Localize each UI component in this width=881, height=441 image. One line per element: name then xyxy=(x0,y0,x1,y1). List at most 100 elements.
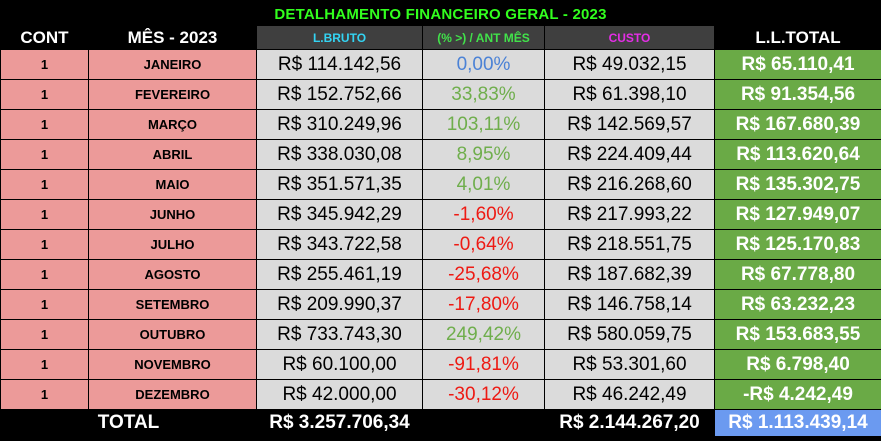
cell-bruto[interactable]: R$ 209.990,37 xyxy=(256,289,423,320)
header-ll-total[interactable]: L.L.TOTAL xyxy=(714,25,881,50)
cell-month[interactable]: FEVEREIRO xyxy=(88,79,257,110)
header-row: CONT MÊS - 2023 L.BRUTO (% >) / ANT MÊS … xyxy=(0,25,881,50)
header-cont[interactable]: CONT xyxy=(0,25,89,50)
total-bruto[interactable]: R$ 3.257.706,34 xyxy=(256,409,423,437)
cell-cont[interactable]: 1 xyxy=(0,49,89,80)
cell-bruto[interactable]: R$ 114.142,56 xyxy=(256,49,423,80)
cell-pct[interactable]: 0,00% xyxy=(422,49,545,80)
cell-custo[interactable]: R$ 218.551,75 xyxy=(544,229,715,260)
cell-pct[interactable]: -0,64% xyxy=(422,229,545,260)
table-row: 1 ABRIL R$ 338.030,08 8,95% R$ 224.409,44 R$ … xyxy=(0,139,881,170)
cell-month[interactable]: MAIO xyxy=(88,169,257,200)
cell-custo[interactable]: R$ 49.032,15 xyxy=(544,49,715,80)
cell-ll-total[interactable]: -R$ 4.242,49 xyxy=(714,379,881,410)
cell-custo[interactable]: R$ 217.993,22 xyxy=(544,199,715,230)
financial-table: CONT MÊS - 2023 L.BRUTO (% >) / ANT MÊS … xyxy=(0,25,881,437)
cell-month[interactable]: MARÇO xyxy=(88,109,257,140)
cell-custo[interactable]: R$ 224.409,44 xyxy=(544,139,715,170)
table-row: 1 JANEIRO R$ 114.142,56 0,00% R$ 49.032,15 R$… xyxy=(0,49,881,80)
cell-pct[interactable]: -17,80% xyxy=(422,289,545,320)
cell-cont[interactable]: 1 xyxy=(0,289,89,320)
cell-pct[interactable]: -30,12% xyxy=(422,379,545,410)
cell-cont[interactable]: 1 xyxy=(0,319,89,350)
table-row: 1 FEVEREIRO R$ 152.752,66 33,83% R$ 61.398,1… xyxy=(0,79,881,110)
cell-custo[interactable]: R$ 46.242,49 xyxy=(544,379,715,410)
header-custo[interactable]: CUSTO xyxy=(544,25,715,50)
cell-month[interactable]: OUTUBRO xyxy=(88,319,257,350)
cell-ll-total[interactable]: R$ 153.683,55 xyxy=(714,319,881,350)
cell-custo[interactable]: R$ 142.569,57 xyxy=(544,109,715,140)
cell-ll-total[interactable]: R$ 6.798,40 xyxy=(714,349,881,380)
table-row: 1 MARÇO R$ 310.249,96 103,11% R$ 142.569,57 R… xyxy=(0,109,881,140)
table-row: 1 SETEMBRO R$ 209.990,37 -17,80% R$ 146.758,… xyxy=(0,289,881,320)
cell-bruto[interactable]: R$ 345.942,29 xyxy=(256,199,423,230)
sheet-title: DETALHAMENTO FINANCEIRO GERAL - 2023 xyxy=(274,5,607,23)
cell-month[interactable]: NOVEMBRO xyxy=(88,349,257,380)
cell-cont[interactable]: 1 xyxy=(0,109,89,140)
cell-bruto[interactable]: R$ 152.752,66 xyxy=(256,79,423,110)
cell-bruto[interactable]: R$ 733.743,30 xyxy=(256,319,423,350)
cell-ll-total[interactable]: R$ 113.620,64 xyxy=(714,139,881,170)
cell-month[interactable]: SETEMBRO xyxy=(88,289,257,320)
cell-pct[interactable]: -25,68% xyxy=(422,259,545,290)
cell-ll-total[interactable]: R$ 127.949,07 xyxy=(714,199,881,230)
cell-custo[interactable]: R$ 580.059,75 xyxy=(544,319,715,350)
cell-pct[interactable]: 8,95% xyxy=(422,139,545,170)
cell-pct[interactable]: -1,60% xyxy=(422,199,545,230)
header-pct[interactable]: (% >) / ANT MÊS xyxy=(422,25,545,50)
cell-bruto[interactable]: R$ 42.000,00 xyxy=(256,379,423,410)
cell-cont[interactable]: 1 xyxy=(0,79,89,110)
cell-month[interactable]: DEZEMBRO xyxy=(88,379,257,410)
table-row: 1 MAIO R$ 351.571,35 4,01% R$ 216.268,60 R$ 1… xyxy=(0,169,881,200)
cell-bruto[interactable]: R$ 255.461,19 xyxy=(256,259,423,290)
cell-ll-total[interactable]: R$ 125.170,83 xyxy=(714,229,881,260)
cell-bruto[interactable]: R$ 338.030,08 xyxy=(256,139,423,170)
cell-bruto[interactable]: R$ 310.249,96 xyxy=(256,109,423,140)
cell-month[interactable]: AGOSTO xyxy=(88,259,257,290)
total-label[interactable]: TOTAL xyxy=(0,409,257,437)
cell-ll-total[interactable]: R$ 135.302,75 xyxy=(714,169,881,200)
cell-month[interactable]: JUNHO xyxy=(88,199,257,230)
cell-custo[interactable]: R$ 53.301,60 xyxy=(544,349,715,380)
cell-ll-total[interactable]: R$ 167.680,39 xyxy=(714,109,881,140)
title-row: DETALHAMENTO FINANCEIRO GERAL - 2023 xyxy=(0,4,881,24)
cell-cont[interactable]: 1 xyxy=(0,229,89,260)
cell-ll-total[interactable]: R$ 67.778,80 xyxy=(714,259,881,290)
cell-ll-total[interactable]: R$ 65.110,41 xyxy=(714,49,881,80)
cell-pct[interactable]: 4,01% xyxy=(422,169,545,200)
cell-cont[interactable]: 1 xyxy=(0,379,89,410)
total-row: TOTAL R$ 3.257.706,34 R$ 2.144.267,20 R$ 1.… xyxy=(0,409,881,437)
cell-ll-total[interactable]: R$ 91.354,56 xyxy=(714,79,881,110)
header-mes[interactable]: MÊS - 2023 xyxy=(88,25,257,50)
cell-cont[interactable]: 1 xyxy=(0,169,89,200)
cell-bruto[interactable]: R$ 351.571,35 xyxy=(256,169,423,200)
table-row: 1 NOVEMBRO R$ 60.100,00 -91,81% R$ 53.301,60… xyxy=(0,349,881,380)
cell-cont[interactable]: 1 xyxy=(0,349,89,380)
table-row: 1 JULHO R$ 343.722,58 -0,64% R$ 218.551,75 R$… xyxy=(0,229,881,260)
cell-bruto[interactable]: R$ 60.100,00 xyxy=(256,349,423,380)
total-empty xyxy=(422,409,545,437)
cell-custo[interactable]: R$ 187.682,39 xyxy=(544,259,715,290)
cell-cont[interactable]: 1 xyxy=(0,259,89,290)
table-row: 1 AGOSTO R$ 255.461,19 -25,68% R$ 187.682,39… xyxy=(0,259,881,290)
total-ll[interactable]: R$ 1.113.439,14 xyxy=(714,409,881,437)
cell-cont[interactable]: 1 xyxy=(0,139,89,170)
cell-cont[interactable]: 1 xyxy=(0,199,89,230)
header-bruto[interactable]: L.BRUTO xyxy=(256,25,423,50)
cell-month[interactable]: JULHO xyxy=(88,229,257,260)
cell-pct[interactable]: 103,11% xyxy=(422,109,545,140)
cell-month[interactable]: JANEIRO xyxy=(88,49,257,80)
cell-pct[interactable]: 249,42% xyxy=(422,319,545,350)
table-row: 1 DEZEMBRO R$ 42.000,00 -30,12% R$ 46.242,49… xyxy=(0,379,881,410)
cell-custo[interactable]: R$ 146.758,14 xyxy=(544,289,715,320)
cell-pct[interactable]: -91,81% xyxy=(422,349,545,380)
table-row: 1 JUNHO R$ 345.942,29 -1,60% R$ 217.993,22 R$… xyxy=(0,199,881,230)
total-custo[interactable]: R$ 2.144.267,20 xyxy=(544,409,715,437)
cell-ll-total[interactable]: R$ 63.232,23 xyxy=(714,289,881,320)
cell-bruto[interactable]: R$ 343.722,58 xyxy=(256,229,423,260)
cell-custo[interactable]: R$ 61.398,10 xyxy=(544,79,715,110)
cell-pct[interactable]: 33,83% xyxy=(422,79,545,110)
cell-month[interactable]: ABRIL xyxy=(88,139,257,170)
cell-custo[interactable]: R$ 216.268,60 xyxy=(544,169,715,200)
